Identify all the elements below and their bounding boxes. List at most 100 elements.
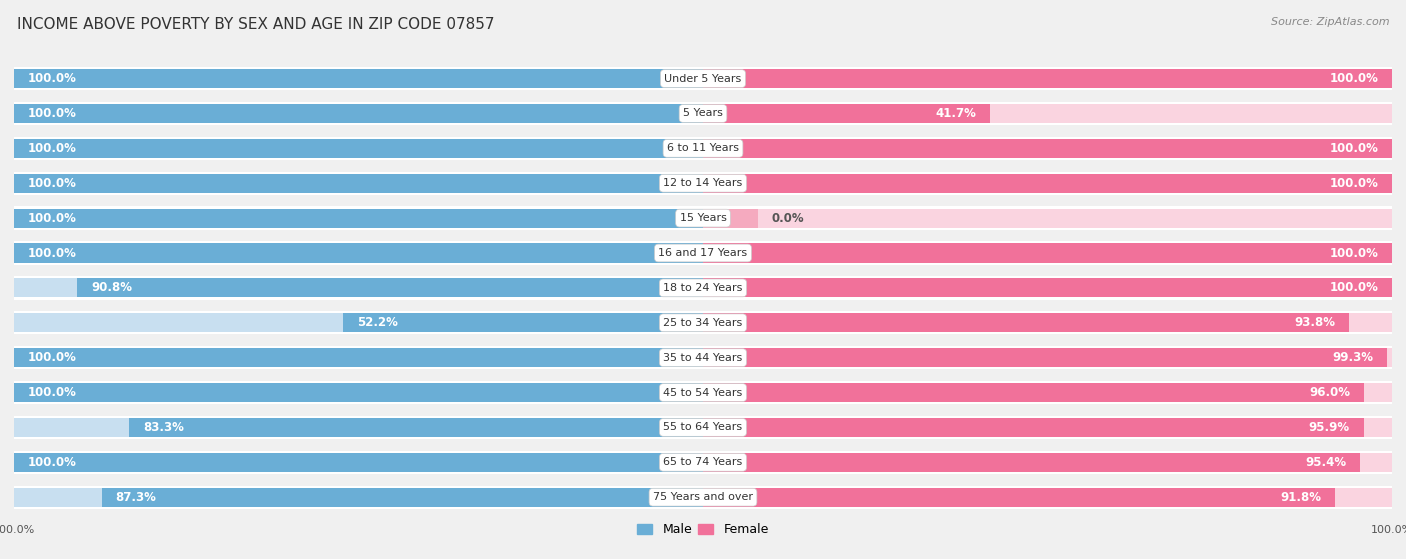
Text: 18 to 24 Years: 18 to 24 Years	[664, 283, 742, 293]
Bar	[703, 418, 1392, 437]
Bar	[14, 453, 703, 472]
Bar	[703, 69, 1392, 88]
Bar	[14, 418, 703, 437]
Bar	[14, 174, 703, 193]
Text: 90.8%: 90.8%	[91, 281, 132, 295]
Bar	[703, 278, 1392, 297]
Text: 100.0%: 100.0%	[1329, 281, 1378, 295]
Text: 100.0%: 100.0%	[1329, 247, 1378, 259]
Bar	[703, 69, 1392, 88]
Text: 41.7%: 41.7%	[935, 107, 977, 120]
Bar	[703, 453, 1360, 472]
Bar	[703, 278, 1392, 297]
Text: 100.0%: 100.0%	[28, 142, 77, 155]
Text: 100.0%: 100.0%	[28, 107, 77, 120]
Text: 55 to 64 Years: 55 to 64 Years	[664, 423, 742, 433]
Bar	[14, 174, 703, 193]
Bar	[14, 311, 1392, 334]
Bar	[14, 451, 1392, 474]
Legend: Male, Female: Male, Female	[633, 518, 773, 542]
Bar	[703, 313, 1350, 333]
Text: 100.0%: 100.0%	[28, 386, 77, 399]
Bar	[703, 139, 1392, 158]
Text: 16 and 17 Years: 16 and 17 Years	[658, 248, 748, 258]
Bar	[14, 453, 703, 472]
Text: 100.0%: 100.0%	[28, 456, 77, 469]
Bar	[703, 487, 1392, 507]
Bar	[703, 383, 1392, 402]
Text: 83.3%: 83.3%	[143, 421, 184, 434]
Text: 100.0%: 100.0%	[28, 177, 77, 190]
Bar	[14, 486, 1392, 509]
Bar	[703, 383, 1364, 402]
Bar	[703, 487, 1336, 507]
Bar	[14, 348, 703, 367]
Bar	[14, 209, 703, 228]
Bar	[14, 104, 703, 123]
Text: 96.0%: 96.0%	[1309, 386, 1351, 399]
Bar	[14, 313, 703, 333]
Bar	[14, 206, 1392, 230]
Text: 75 Years and over: 75 Years and over	[652, 492, 754, 502]
Bar	[703, 104, 990, 123]
Text: 87.3%: 87.3%	[115, 491, 156, 504]
Text: 45 to 54 Years: 45 to 54 Years	[664, 387, 742, 397]
Text: 52.2%: 52.2%	[357, 316, 398, 329]
Bar	[703, 174, 1392, 193]
Bar	[703, 209, 758, 228]
Bar	[703, 139, 1392, 158]
Bar	[14, 241, 1392, 265]
Text: 25 to 34 Years: 25 to 34 Years	[664, 318, 742, 328]
Bar	[703, 209, 1392, 228]
Bar	[14, 172, 1392, 195]
Bar	[129, 418, 703, 437]
Bar	[703, 418, 1364, 437]
Bar	[14, 69, 703, 88]
Bar	[703, 348, 1392, 367]
Bar	[14, 139, 703, 158]
Bar	[14, 69, 703, 88]
Text: 100.0%: 100.0%	[28, 247, 77, 259]
Bar	[14, 136, 1392, 160]
Text: 91.8%: 91.8%	[1281, 491, 1322, 504]
Bar	[14, 276, 1392, 300]
Bar	[14, 243, 703, 263]
Text: 12 to 14 Years: 12 to 14 Years	[664, 178, 742, 188]
Bar	[14, 487, 703, 507]
Bar	[14, 139, 703, 158]
Bar	[703, 174, 1392, 193]
Text: 100.0%: 100.0%	[1329, 72, 1378, 85]
Text: 95.9%: 95.9%	[1309, 421, 1350, 434]
Text: 99.3%: 99.3%	[1333, 351, 1374, 364]
Bar	[14, 383, 703, 402]
Text: 100.0%: 100.0%	[28, 351, 77, 364]
Bar	[14, 278, 703, 297]
Bar	[14, 383, 703, 402]
Bar	[703, 243, 1392, 263]
Text: 35 to 44 Years: 35 to 44 Years	[664, 353, 742, 363]
Text: 100.0%: 100.0%	[1329, 177, 1378, 190]
Text: 100.0%: 100.0%	[1329, 142, 1378, 155]
Text: 95.4%: 95.4%	[1305, 456, 1347, 469]
Bar	[77, 278, 703, 297]
Bar	[703, 104, 1392, 123]
Bar	[703, 348, 1388, 367]
Bar	[14, 346, 1392, 369]
Text: Source: ZipAtlas.com: Source: ZipAtlas.com	[1271, 17, 1389, 27]
Bar	[14, 348, 703, 367]
Bar	[703, 453, 1392, 472]
Text: 6 to 11 Years: 6 to 11 Years	[666, 143, 740, 153]
Bar	[343, 313, 703, 333]
Bar	[14, 243, 703, 263]
Text: 100.0%: 100.0%	[28, 212, 77, 225]
Bar	[14, 416, 1392, 439]
Bar	[14, 102, 1392, 125]
Bar	[14, 209, 703, 228]
Text: 93.8%: 93.8%	[1295, 316, 1336, 329]
Text: INCOME ABOVE POVERTY BY SEX AND AGE IN ZIP CODE 07857: INCOME ABOVE POVERTY BY SEX AND AGE IN Z…	[17, 17, 495, 32]
Bar	[14, 67, 1392, 90]
Text: 5 Years: 5 Years	[683, 108, 723, 119]
Text: Under 5 Years: Under 5 Years	[665, 74, 741, 84]
Text: 15 Years: 15 Years	[679, 213, 727, 223]
Text: 0.0%: 0.0%	[772, 212, 804, 225]
